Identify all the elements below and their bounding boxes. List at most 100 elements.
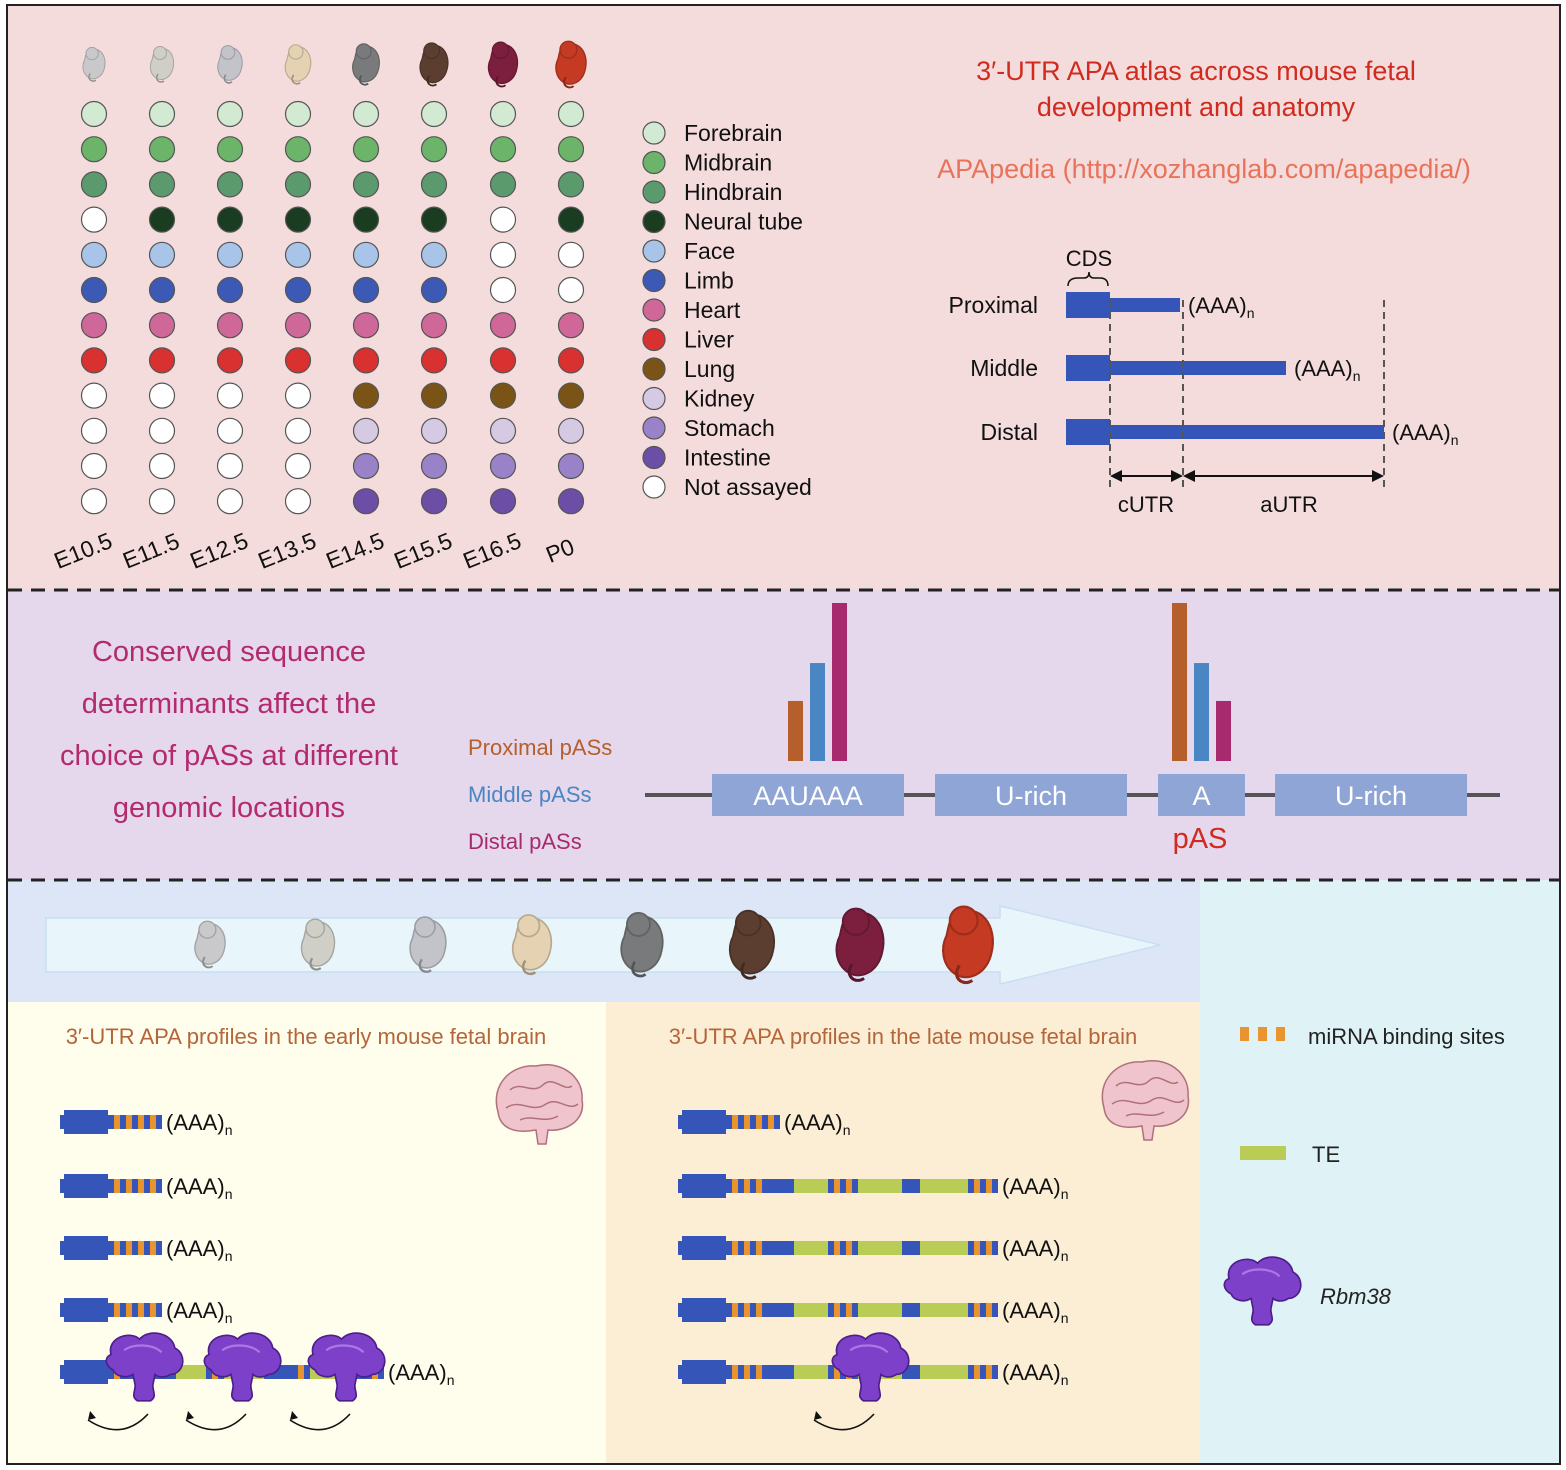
- dot-liver-e15-5: [420, 347, 448, 374]
- polya-tail: (AAA)n: [166, 1174, 232, 1202]
- utr-bar: [156, 1241, 162, 1255]
- cds-stub: [678, 1241, 682, 1255]
- arrow-head: [88, 1411, 96, 1420]
- rbm38-highlight: [1241, 1268, 1281, 1278]
- utr-bar: [132, 1241, 138, 1255]
- utr-bar: [132, 1115, 138, 1129]
- utr-bar: [852, 1241, 858, 1255]
- utr-bar: [980, 1365, 986, 1379]
- dot-limb-e16-5: [489, 276, 517, 304]
- embryo-e15-5: [419, 42, 449, 87]
- mirna-site: [114, 1303, 120, 1317]
- dot-hindbrain-e15-5: [420, 171, 448, 198]
- utr-bar: [980, 1241, 986, 1255]
- motif-label: AAUAAA: [753, 781, 863, 811]
- dot-midbrain-p0: [557, 136, 585, 163]
- utr-bar: [120, 1241, 126, 1255]
- utr-bar: [828, 1179, 834, 1193]
- mirna-site: [138, 1179, 144, 1193]
- utr-bar: [762, 1303, 768, 1317]
- te-segment: [794, 1179, 828, 1193]
- legend-label: Lung: [684, 356, 735, 382]
- late-brain-panel-bg: [606, 1002, 1200, 1464]
- cutr-label: cUTR: [1118, 492, 1174, 517]
- rbm38-protein: [203, 1332, 282, 1402]
- mirna-site: [986, 1303, 992, 1317]
- dot-hindbrain-e10-5: [80, 171, 108, 198]
- rbm38-highlight: [123, 1344, 163, 1354]
- mirna-site: [756, 1241, 762, 1255]
- dot-heart-p0: [557, 312, 585, 339]
- embryo-e16-5: [487, 41, 519, 88]
- utr-bar: [726, 1115, 732, 1129]
- legend-label: Kidney: [684, 386, 755, 412]
- utr-bar: [738, 1241, 744, 1255]
- apapedia-link[interactable]: APApedia (http://xozhanglab.com/apapedia…: [937, 154, 1471, 184]
- mirna-site: [768, 1115, 774, 1129]
- transcript: (AAA)n: [60, 1236, 232, 1264]
- mirna-site: [756, 1179, 762, 1193]
- mirna-site: [138, 1303, 144, 1317]
- polya-tail: (AAA)n: [1294, 356, 1360, 384]
- pas-label: pAS: [1173, 823, 1228, 855]
- mirna-site: [986, 1241, 992, 1255]
- utr-bar: [108, 1365, 114, 1379]
- utr-bar: [120, 1115, 126, 1129]
- isoform-label-proximal: Proximal: [949, 292, 1038, 318]
- dot-intestine-p0: [557, 488, 585, 515]
- arrow-head: [1171, 470, 1183, 482]
- utr-bar: [206, 1365, 212, 1379]
- legend-swatch: [642, 475, 666, 499]
- sequence-diagram: AAUAAA U-rich A U-rich pAS: [645, 603, 1500, 855]
- dot-neural-tube-e16-5: [489, 206, 517, 233]
- dot-heart-e13-5: [284, 312, 312, 339]
- legend-swatch: [642, 239, 666, 263]
- rbm38-protein-icon: [1223, 1256, 1302, 1326]
- embryo-limb: [631, 961, 647, 978]
- mirna-site: [150, 1303, 156, 1317]
- legend-swatch: [642, 445, 666, 470]
- dot-liver-e12-5: [216, 347, 244, 374]
- dot-lung-e11-5: [148, 382, 176, 409]
- legend-swatch: [642, 150, 666, 175]
- transcript: (AAA)n: [678, 1360, 1068, 1388]
- mirna-site: [846, 1241, 852, 1255]
- utr-bar: [750, 1303, 756, 1317]
- embryo-limb: [309, 957, 322, 971]
- utr-bar: [738, 1365, 744, 1379]
- mirna-site: [732, 1365, 738, 1379]
- mirna-site: [744, 1179, 750, 1193]
- dot-heart-e14-5: [352, 312, 380, 339]
- pas-usage-bar: [1194, 663, 1209, 761]
- polya-tail: (AAA)n: [784, 1110, 850, 1138]
- utr-bar: [762, 1115, 768, 1129]
- utr-bar: [840, 1179, 846, 1193]
- mirna-site: [986, 1365, 992, 1379]
- dot-face-e16-5: [489, 241, 517, 268]
- polya-tail: (AAA)n: [1392, 420, 1458, 448]
- utr-bar: [156, 1303, 162, 1317]
- polya-tail: (AAA)n: [166, 1110, 232, 1138]
- embryo-limb: [418, 958, 432, 973]
- dot-midbrain-e14-5: [352, 136, 380, 163]
- embryo-head: [198, 920, 217, 939]
- utr-bar: [750, 1115, 756, 1129]
- legend-label: Not assayed: [684, 474, 812, 500]
- rbm38-highlight: [221, 1344, 261, 1354]
- embryo-limb: [563, 76, 575, 89]
- dot-stomach-p0: [557, 452, 585, 480]
- mirna-site: [126, 1241, 132, 1255]
- dot-liver-e11-5: [148, 347, 176, 374]
- te-segment: [794, 1241, 828, 1255]
- embryo-head: [948, 905, 979, 936]
- dot-limb-e11-5: [148, 276, 176, 304]
- dot-forebrain-e14-5: [352, 100, 380, 128]
- utr-bar: [992, 1179, 998, 1193]
- utr-bar: [156, 1179, 162, 1193]
- dot-limb-e12-5: [216, 276, 244, 304]
- legend-swatch: [642, 180, 666, 204]
- utr-bar: [750, 1241, 756, 1255]
- utr-bar: [980, 1179, 986, 1193]
- rbm38-protein: [307, 1332, 386, 1402]
- mirna-site: [744, 1365, 750, 1379]
